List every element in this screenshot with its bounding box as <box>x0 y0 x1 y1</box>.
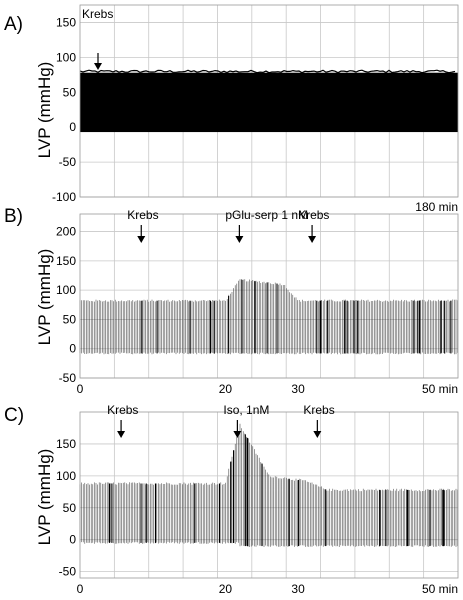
panel-b-frame <box>79 213 459 379</box>
trace-block <box>80 72 458 133</box>
y-tick-label: 50 <box>63 85 77 99</box>
panel-c-frame <box>79 411 459 579</box>
panel-a-frame <box>79 4 459 198</box>
y-tick-label: -50 <box>59 371 77 385</box>
y-tick-label: -50 <box>59 155 77 169</box>
annotation-label: Krebs <box>298 208 329 222</box>
panel-a: A) LVP (mmHg) 150 100 50 0 -50 -100 180 min K… <box>4 4 459 214</box>
annotation-arrowhead <box>308 236 317 243</box>
y-tick-label: 100 <box>56 469 76 483</box>
annotation-arrowhead <box>313 431 322 438</box>
y-tick-label: 0 <box>69 533 76 547</box>
y-tick-label: 0 <box>69 342 76 356</box>
x-tick-label: 30 <box>291 582 305 596</box>
annotation-arrowhead <box>235 236 244 243</box>
y-tick-label: 50 <box>63 312 77 326</box>
panel-a-yticks: 150 100 50 0 -50 -100 <box>52 15 76 204</box>
panel-a-trace <box>79 69 458 133</box>
panel-b-xticks: 0 20 30 50 min <box>77 382 458 396</box>
y-tick-label: 100 <box>56 283 76 297</box>
panel-c-ylabel: LVP (mmHg) <box>35 449 54 546</box>
x-tick-label: 50 min <box>422 382 458 396</box>
y-tick-label: 150 <box>56 15 76 29</box>
annotation-arrowhead <box>117 431 126 438</box>
annotation-label: Krebs <box>82 7 113 21</box>
x-tick-label: 0 <box>77 382 84 396</box>
panel-b-trace <box>79 279 458 355</box>
panel-a-x-unit-label: 180 min <box>415 200 458 214</box>
annotation-label: Krebs <box>127 208 158 222</box>
panel-c-trace <box>79 423 458 547</box>
y-tick-label: 200 <box>56 225 76 239</box>
panel-c-yticks: 150 100 50 0 -50 <box>56 437 76 579</box>
annotation-arrowhead <box>137 236 146 243</box>
panel-a-ylabel: LVP (mmHg) <box>35 62 54 159</box>
panel-b-ylabel: LVP (mmHg) <box>35 249 54 346</box>
panel-c-xticks: 0 20 30 50 min <box>77 582 458 596</box>
annotation-label: Iso, 1nM <box>223 403 269 417</box>
annotation-arrowhead <box>233 431 242 438</box>
x-tick-label: 50 min <box>422 582 458 596</box>
trace-edge <box>79 69 456 74</box>
trace-oscillation <box>79 423 458 547</box>
y-tick-label: -100 <box>52 190 76 204</box>
y-tick-label: 150 <box>56 254 76 268</box>
panel-c-annotations: Krebs Iso, 1nM Krebs <box>107 403 335 438</box>
y-tick-label: 100 <box>56 50 76 64</box>
panel-a-label: A) <box>4 14 23 35</box>
y-tick-label: 0 <box>69 120 76 134</box>
x-tick-label: 0 <box>77 582 84 596</box>
x-tick-label: 30 <box>291 382 305 396</box>
annotation-label: Krebs <box>303 403 334 417</box>
annotation-arrowhead <box>94 63 102 70</box>
y-tick-label: 50 <box>63 501 77 515</box>
panel-c-label: C) <box>4 405 24 426</box>
y-tick-label: 150 <box>56 437 76 451</box>
annotation-label: Krebs <box>107 403 138 417</box>
panel-b-yticks: 200 150 100 50 0 -50 <box>56 225 76 385</box>
panel-b-label: B) <box>4 206 23 227</box>
x-tick-label: 20 <box>219 382 233 396</box>
x-tick-label: 20 <box>219 582 233 596</box>
annotation-label: pGlu-serp 1 nM <box>225 208 308 222</box>
panel-a-annotations: Krebs <box>82 7 113 70</box>
y-tick-label: -50 <box>59 565 77 579</box>
